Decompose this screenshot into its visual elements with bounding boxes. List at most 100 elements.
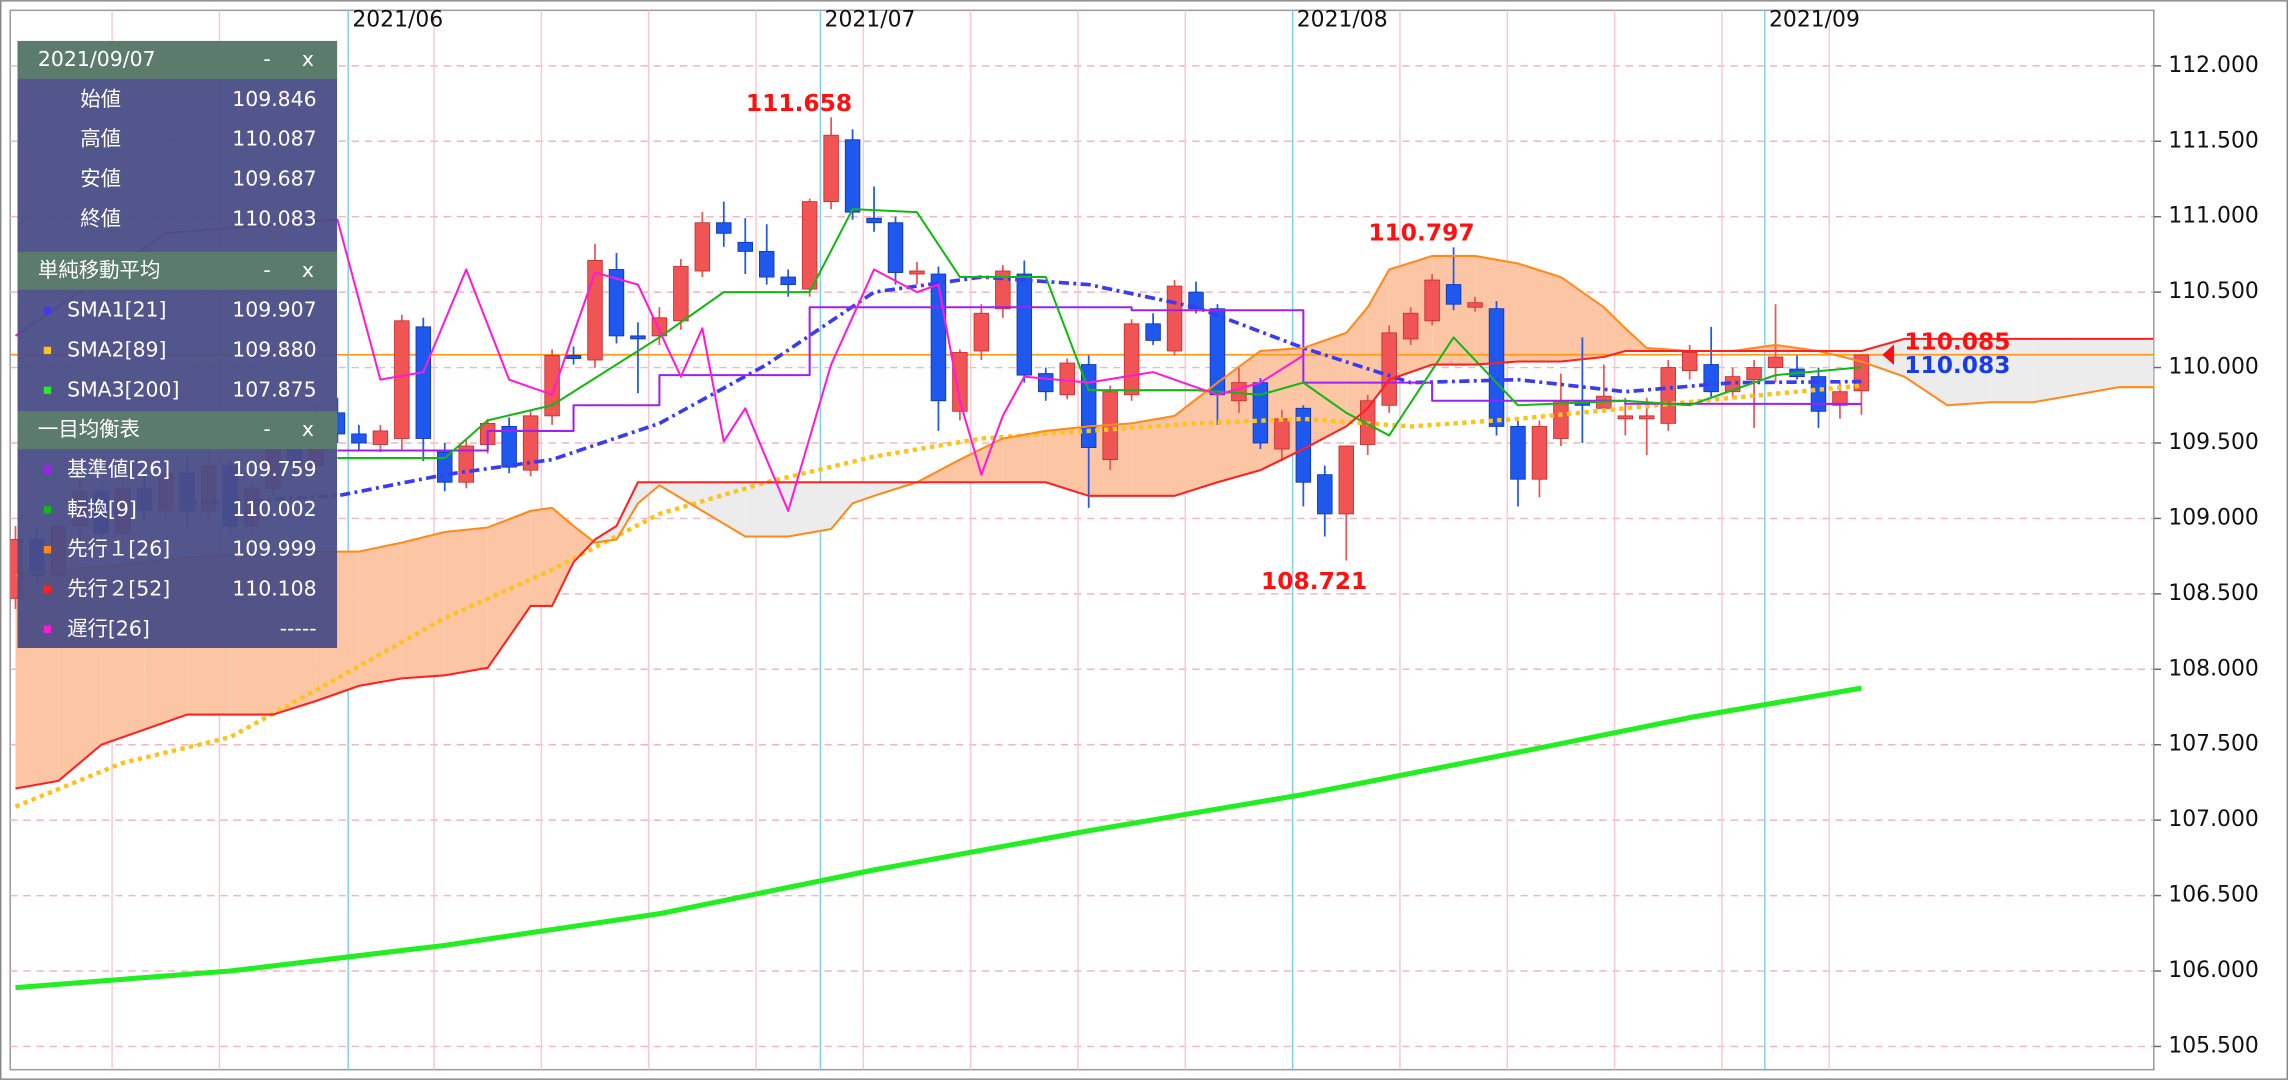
candle-body — [351, 433, 367, 444]
high-low-label: 111.658 — [746, 89, 852, 117]
candle-body — [823, 134, 839, 203]
high-low-label: 108.721 — [1261, 567, 1367, 595]
candle-body — [1553, 400, 1569, 439]
panel-close[interactable]: x — [302, 417, 314, 441]
ohlc-label: 終値 — [80, 206, 121, 230]
legend-swatch — [43, 585, 52, 594]
legend-label: 先行１[26] — [67, 537, 170, 561]
cloud-segment — [831, 482, 853, 529]
y-tick-label: 111.500 — [2168, 128, 2258, 153]
cloud-segment — [401, 532, 445, 679]
line-layer — [14, 208, 2154, 991]
candle-body — [780, 276, 796, 286]
panel-header — [17, 411, 338, 450]
legend-value: 110.108 — [232, 576, 316, 600]
panel-background — [17, 40, 338, 648]
y-tick-label: 110.000 — [2168, 355, 2258, 380]
x-tick-label: 2021/08 — [1297, 8, 1388, 33]
candle-body — [909, 270, 925, 275]
price-label: 110.083 — [1904, 351, 2010, 379]
ohlc-value: 110.087 — [232, 127, 316, 151]
indicator-line — [15, 254, 2154, 577]
plot-area — [9, 9, 2155, 1071]
legend-value: 110.002 — [232, 497, 316, 521]
candle-body — [930, 273, 947, 402]
legend-swatch — [43, 386, 52, 394]
indicator-line — [187, 275, 1862, 506]
cloud-segment — [959, 438, 1003, 483]
panel-title: 一目均衡表 — [38, 417, 140, 441]
cloud-segment — [1560, 277, 1604, 362]
candle-body — [737, 241, 753, 252]
candle-body — [372, 430, 389, 445]
panel-title: 単純移動平均 — [38, 258, 160, 282]
candle-body — [522, 415, 539, 471]
candle-body — [801, 201, 818, 290]
candle-body — [394, 320, 410, 439]
ohlc-label: 高値 — [80, 127, 121, 151]
x-tick-label: 2021/09 — [1769, 8, 1860, 33]
cloud-segment — [358, 542, 402, 686]
candle-body — [995, 270, 1011, 310]
ohlc-label: 安値 — [80, 166, 121, 190]
high-low-label: 110.797 — [1368, 219, 1474, 247]
candle-body — [758, 250, 775, 278]
cloud-segment — [1217, 350, 1261, 483]
candle-body — [1510, 425, 1526, 480]
panel-close[interactable]: x — [302, 258, 314, 282]
legend-value: 109.999 — [232, 537, 316, 561]
candle-body — [1059, 362, 1075, 396]
candle-body — [1488, 308, 1505, 427]
cloud-segment — [702, 482, 746, 537]
legend-label: 基準値[26] — [67, 457, 170, 481]
candle-body — [694, 222, 711, 272]
panel-header — [17, 251, 338, 290]
panel-close[interactable]: x — [302, 47, 314, 71]
legend-swatch — [43, 306, 52, 315]
y-tick-label: 107.500 — [2168, 732, 2258, 757]
ohlc-value: 109.687 — [232, 166, 316, 190]
legend-value: 109.880 — [232, 337, 316, 361]
ohlc-value: 109.846 — [232, 87, 316, 111]
panel-minimize[interactable]: - — [263, 258, 270, 282]
candle-body — [1338, 445, 1355, 515]
ohlc-label: 始値 — [80, 87, 121, 111]
panel-minimize[interactable]: - — [263, 417, 270, 441]
cloud-segment — [1517, 263, 1561, 362]
legend-swatch — [43, 346, 52, 355]
candle-body — [1660, 367, 1676, 424]
legend-label: 先行２[52] — [67, 576, 170, 600]
ohlc-value: 110.083 — [232, 206, 316, 230]
cloud-segment — [1818, 350, 1862, 362]
indicator-line — [337, 306, 1862, 452]
legend-swatch — [43, 545, 52, 554]
y-tick-label: 105.500 — [2168, 1033, 2258, 1058]
cloud-segment — [444, 527, 488, 676]
panel-minimize[interactable]: - — [263, 47, 270, 71]
candle-body — [1231, 382, 1247, 402]
candle-body — [630, 335, 646, 340]
y-tick-label: 111.000 — [2168, 204, 2258, 229]
candle-body — [866, 217, 882, 224]
legend-swatch — [43, 466, 52, 474]
indicator-line — [15, 685, 1862, 991]
cloud-segment — [745, 482, 789, 537]
indicator-line — [14, 218, 1304, 512]
candle-body — [1531, 425, 1548, 480]
label-layer: 105.500 106.000 106.500 107.000 107.500 108.0… — [352, 8, 2258, 1059]
legend-label: SMA1[21] — [67, 298, 166, 322]
y-tick-label: 108.500 — [2168, 581, 2258, 606]
candle-body — [565, 355, 582, 359]
legend-swatch — [43, 625, 52, 633]
indicator-line — [15, 337, 2154, 790]
cloud-segment — [1603, 307, 1626, 358]
candle-body — [1038, 373, 1054, 393]
candle-body — [1832, 391, 1848, 406]
cloud-segment — [616, 482, 638, 540]
cloud-segment — [530, 507, 553, 606]
candle-body — [1381, 332, 1397, 406]
candle-body — [673, 266, 689, 322]
candle-body — [1746, 367, 1762, 381]
